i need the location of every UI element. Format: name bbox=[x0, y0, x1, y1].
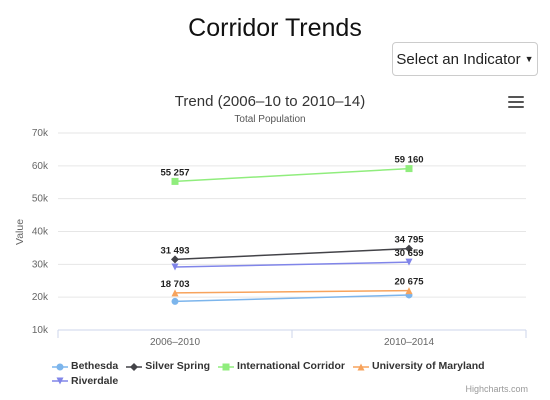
data-label-international-corridor: 59 160 bbox=[394, 155, 423, 166]
legend-label: Riverdale bbox=[71, 374, 119, 387]
x-tick-label: 2006–2010 bbox=[150, 337, 200, 348]
y-tick-label: 10k bbox=[32, 325, 49, 336]
series-line-university-of-maryland bbox=[174, 289, 410, 294]
legend-symbol-icon bbox=[52, 377, 68, 385]
page-title: Corridor Trends bbox=[188, 14, 362, 42]
legend-marker bbox=[56, 363, 64, 370]
y-axis-title: Value bbox=[14, 219, 26, 245]
series-line-international-corridor bbox=[174, 167, 410, 183]
data-point-silver-spring bbox=[405, 244, 413, 253]
data-point-university-of-maryland bbox=[171, 289, 179, 297]
legend-label: Silver Spring bbox=[145, 360, 211, 372]
data-point-university-of-maryland bbox=[405, 287, 413, 295]
data-label-university-of-maryland: 20 675 bbox=[394, 277, 424, 288]
legend-label: University of Maryland bbox=[371, 360, 485, 372]
select-indicator-button[interactable]: Select an Indicator ▼ bbox=[392, 42, 538, 76]
data-label-international-corridor: 55 257 bbox=[160, 167, 189, 178]
y-tick-label: 40k bbox=[32, 227, 49, 238]
select-indicator-label: Select an Indicator bbox=[396, 50, 521, 68]
y-tick-label: 20k bbox=[32, 292, 49, 303]
legend-symbol-icon bbox=[352, 363, 369, 370]
data-label-riverdale: 30 659 bbox=[394, 248, 423, 259]
legend-symbol-icon bbox=[126, 362, 143, 371]
legend-item-silver-spring[interactable]: Silver Spring bbox=[126, 360, 210, 373]
data-point-silver-spring bbox=[171, 255, 179, 264]
chart-subtitle: Total Population bbox=[234, 114, 305, 125]
data-label-silver-spring: 31 493 bbox=[160, 245, 189, 256]
legend-item-bethesda[interactable]: Bethesda bbox=[52, 360, 118, 373]
legend-marker bbox=[56, 377, 64, 385]
credits-link[interactable]: Highcharts.com bbox=[465, 384, 528, 394]
series-line-silver-spring bbox=[174, 247, 410, 261]
series-line-riverdale bbox=[174, 261, 410, 268]
caret-down-icon: ▼ bbox=[524, 54, 534, 64]
series-line-bethesda bbox=[174, 294, 410, 303]
legend-marker bbox=[130, 362, 139, 371]
legend-label: Bethesda bbox=[71, 360, 119, 372]
legend-label: International Corridor bbox=[237, 360, 345, 372]
chart-title: Trend (2006–10 to 2010–14) bbox=[175, 93, 365, 110]
x-tick-label: 2010–2014 bbox=[384, 337, 434, 348]
y-tick-label: 50k bbox=[32, 194, 49, 205]
legend: Bethesda Silver Spring International Corri… bbox=[52, 360, 532, 389]
data-label-university-of-maryland: 18 703 bbox=[160, 279, 189, 290]
data-point-international-corridor bbox=[171, 177, 179, 185]
legend-item-international-corridor[interactable]: International Corridor bbox=[218, 360, 345, 373]
data-point-bethesda bbox=[171, 297, 179, 305]
legend-marker bbox=[357, 363, 365, 370]
legend-item-riverdale[interactable]: Riverdale bbox=[52, 375, 118, 388]
legend-symbol-icon bbox=[52, 363, 68, 370]
y-tick-label: 70k bbox=[32, 128, 49, 139]
legend-marker bbox=[222, 363, 230, 370]
data-point-riverdale bbox=[405, 258, 413, 266]
data-point-international-corridor bbox=[405, 165, 413, 173]
legend-item-university-of-maryland[interactable]: University of Maryland bbox=[352, 360, 485, 373]
y-tick-label: 30k bbox=[32, 259, 49, 270]
legend-symbol-icon bbox=[218, 363, 235, 370]
hamburger-menu-icon[interactable] bbox=[508, 96, 524, 110]
data-label-silver-spring: 34 795 bbox=[394, 235, 424, 246]
data-point-riverdale bbox=[171, 263, 179, 271]
y-tick-label: 60k bbox=[32, 161, 49, 172]
